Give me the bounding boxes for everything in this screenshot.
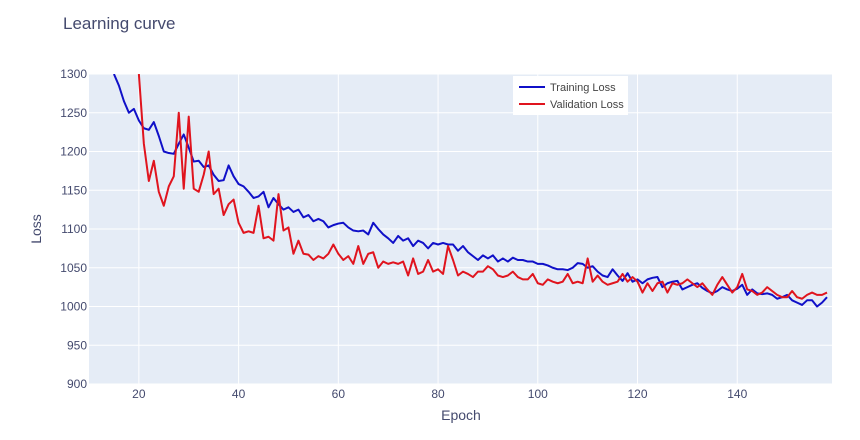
y-tick-label: 1250 bbox=[60, 106, 87, 120]
x-tick-label: 40 bbox=[232, 387, 246, 401]
legend[interactable]: Training Loss Validation Loss bbox=[513, 76, 628, 115]
axis-ticks: 900 950 1000 1050 1100 1150 1200 1250 1300 20 40 60… bbox=[60, 67, 747, 401]
y-tick-label: 1150 bbox=[61, 183, 87, 197]
series-lines bbox=[113, 74, 828, 308]
y-tick-label: 1300 bbox=[60, 67, 87, 81]
x-tick-label: 80 bbox=[431, 387, 445, 401]
x-axis-label: Epoch bbox=[441, 407, 481, 423]
legend-item-training-loss[interactable]: Training Loss bbox=[550, 82, 616, 94]
y-tick-label: 950 bbox=[67, 338, 87, 352]
x-tick-label: 120 bbox=[628, 387, 648, 401]
y-axis-label: Loss bbox=[28, 214, 44, 244]
grid-lines bbox=[89, 73, 832, 385]
x-tick-label: 100 bbox=[528, 387, 548, 401]
validation-loss-line bbox=[137, 74, 828, 300]
x-tick-label: 20 bbox=[132, 387, 146, 401]
y-tick-label: 1050 bbox=[60, 261, 87, 275]
y-tick-label: 900 bbox=[67, 377, 87, 391]
x-tick-label: 140 bbox=[727, 387, 747, 401]
x-tick-label: 60 bbox=[332, 387, 346, 401]
chart-title: Learning curve bbox=[63, 14, 175, 33]
y-tick-label: 1100 bbox=[61, 222, 87, 236]
legend-item-validation-loss[interactable]: Validation Loss bbox=[550, 99, 624, 111]
y-tick-label: 1000 bbox=[60, 300, 87, 314]
legend-box bbox=[513, 76, 628, 115]
y-tick-label: 1200 bbox=[60, 145, 87, 159]
